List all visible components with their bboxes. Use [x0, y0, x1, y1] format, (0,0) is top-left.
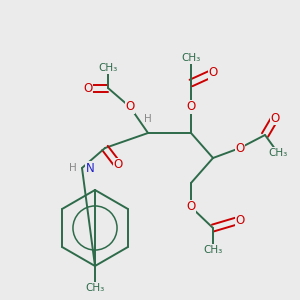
Text: O: O [208, 67, 217, 80]
Text: CH₃: CH₃ [203, 245, 223, 255]
Text: O: O [270, 112, 280, 124]
Text: CH₃: CH₃ [98, 63, 118, 73]
Text: CH₃: CH₃ [85, 283, 105, 293]
Text: H: H [144, 114, 152, 124]
Text: N: N [86, 161, 95, 175]
Text: O: O [186, 200, 196, 214]
Text: O: O [186, 100, 196, 113]
Text: CH₃: CH₃ [268, 148, 288, 158]
Text: O: O [236, 142, 244, 154]
Text: O: O [83, 82, 93, 94]
Text: H: H [69, 163, 77, 173]
Text: O: O [113, 158, 123, 172]
Text: O: O [125, 100, 135, 113]
Text: O: O [236, 214, 244, 226]
Text: CH₃: CH₃ [182, 53, 201, 63]
